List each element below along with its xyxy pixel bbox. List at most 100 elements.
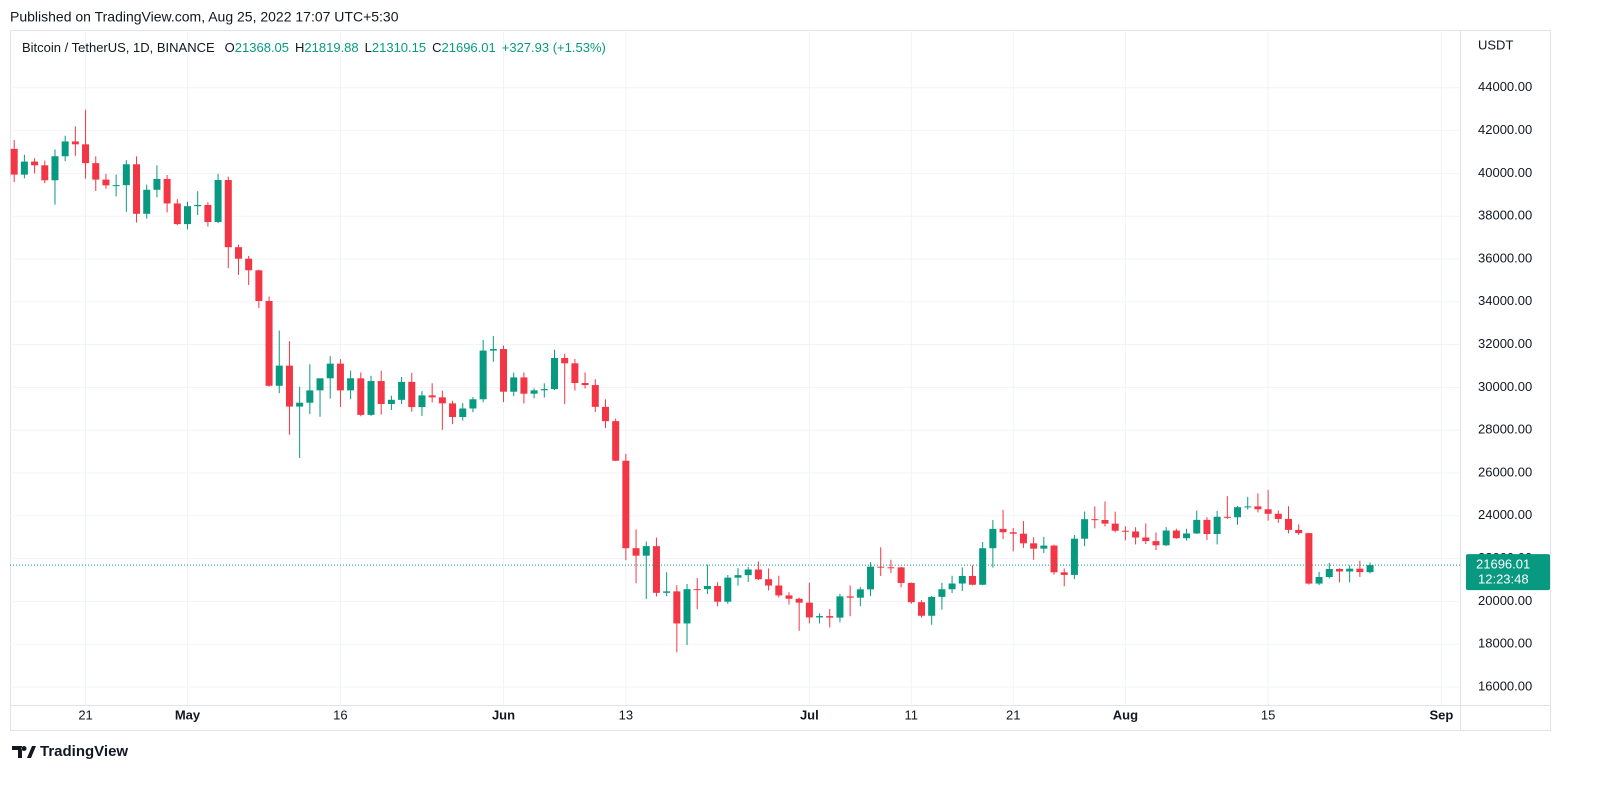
candle-body xyxy=(530,390,538,394)
candle-body xyxy=(1254,506,1262,510)
candle-body xyxy=(693,589,701,591)
candle-body xyxy=(816,616,824,618)
candle-body xyxy=(1009,532,1017,534)
candle-body xyxy=(1019,533,1027,544)
candle-body xyxy=(968,575,976,585)
chart-border xyxy=(10,30,1551,731)
candle-body xyxy=(551,358,558,390)
candle-body xyxy=(958,575,966,584)
candle-body xyxy=(265,300,273,386)
candle-body xyxy=(877,566,885,568)
candle-body xyxy=(204,204,212,223)
candle-body xyxy=(1060,572,1068,575)
y-tick-label: 36000.00 xyxy=(1478,250,1532,265)
legend-item: 21696.01 xyxy=(442,40,496,55)
candle-body xyxy=(214,180,222,223)
candle-body xyxy=(744,569,752,576)
legend-item: +327.93 (+1.53%) xyxy=(502,40,606,55)
candle-body xyxy=(326,363,334,379)
candle-body xyxy=(887,567,895,569)
x-tick-label: 11 xyxy=(905,707,919,722)
legend-item: L xyxy=(365,40,372,55)
y-tick-label: 28000.00 xyxy=(1478,422,1532,437)
candle-body xyxy=(245,258,253,271)
candle-body xyxy=(867,566,875,590)
candle-body xyxy=(1070,538,1078,575)
candle-body xyxy=(938,589,946,597)
candle-body xyxy=(601,406,609,422)
y-tick-label: 18000.00 xyxy=(1478,636,1532,651)
legend-item: O xyxy=(225,40,235,55)
candle-body xyxy=(642,546,650,556)
candle-body xyxy=(71,141,79,145)
legend: Bitcoin / TetherUS, 1D, BINANCE O21368.05… xyxy=(22,40,606,55)
candle-body xyxy=(836,596,844,618)
candle-body xyxy=(459,408,467,418)
candle-body xyxy=(153,178,161,190)
candle-body xyxy=(1335,568,1343,572)
x-tick-label: Aug xyxy=(1113,707,1138,722)
x-tick-label: Jun xyxy=(492,707,515,722)
published-note: Published on TradingView.com, Aug 25, 20… xyxy=(10,9,399,25)
last-price-label: 21696.01 xyxy=(1476,557,1530,572)
candle-body xyxy=(82,144,90,164)
candle-body xyxy=(1121,530,1129,532)
candle-body xyxy=(1101,520,1109,524)
candle-body xyxy=(928,596,936,616)
candle-body xyxy=(785,595,793,599)
candle-body xyxy=(999,528,1007,533)
candle-body xyxy=(92,163,100,180)
y-tick-label: 26000.00 xyxy=(1478,464,1532,479)
legend-item: 21819.88 xyxy=(304,40,358,55)
candle-body xyxy=(1356,568,1364,573)
candle-body xyxy=(336,363,344,391)
candle-body xyxy=(143,189,151,214)
candle-body xyxy=(724,577,732,602)
candle-body xyxy=(683,589,691,624)
candle-body xyxy=(20,161,28,175)
candle-body xyxy=(918,602,925,616)
candle-body xyxy=(1081,519,1089,539)
candle-body xyxy=(184,206,191,225)
y-tick-label: 24000.00 xyxy=(1478,507,1532,522)
candle-body xyxy=(285,365,293,407)
candle-body xyxy=(734,575,742,578)
legend-item: 21368.05 xyxy=(235,40,289,55)
candle-body xyxy=(1305,533,1313,584)
candle-body xyxy=(357,378,365,415)
legend-item: 21310.15 xyxy=(372,40,426,55)
candle-body xyxy=(31,161,39,166)
brand-logo: TradingView xyxy=(12,743,128,760)
candle-body xyxy=(1132,531,1140,538)
grid xyxy=(10,30,1460,705)
candle-body xyxy=(316,378,324,391)
candle-body xyxy=(408,381,416,408)
candle-body xyxy=(102,179,110,186)
candle-body xyxy=(347,378,355,391)
candle-body xyxy=(1030,543,1038,549)
candle-body xyxy=(826,616,834,618)
candle-body xyxy=(194,204,202,207)
legend-item: Bitcoin / TetherUS, 1D, BINANCE xyxy=(22,40,215,55)
candle-body xyxy=(673,591,681,624)
countdown: 12:23:48 xyxy=(1478,572,1529,587)
candle-body xyxy=(367,381,375,415)
candle-body xyxy=(948,583,956,590)
candle-body xyxy=(1203,519,1211,535)
candle-body xyxy=(1366,565,1374,573)
y-tick-label: 34000.00 xyxy=(1478,293,1532,308)
candle-body xyxy=(703,585,711,590)
y-tick-label: 20000.00 xyxy=(1478,593,1532,608)
candle-body xyxy=(255,270,263,301)
last-price-badge xyxy=(1466,554,1550,591)
candle-body xyxy=(846,596,854,598)
candle-body xyxy=(856,589,864,598)
candle-body xyxy=(41,165,49,181)
candle-body xyxy=(540,389,548,391)
candle-body xyxy=(775,585,783,596)
candle-body xyxy=(1295,529,1303,534)
y-tick-label: 16000.00 xyxy=(1478,678,1532,693)
candle-body xyxy=(591,385,599,407)
candle-body xyxy=(479,350,487,400)
candle-body xyxy=(133,164,141,214)
